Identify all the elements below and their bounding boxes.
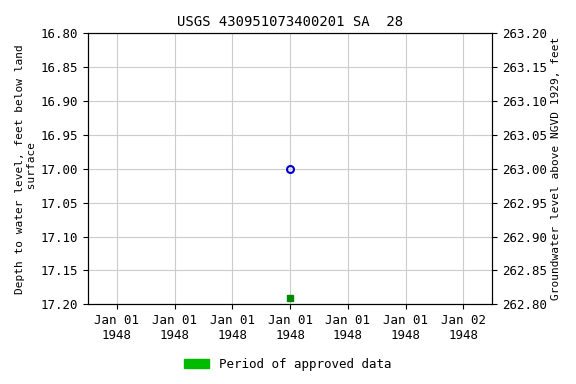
Y-axis label: Groundwater level above NGVD 1929, feet: Groundwater level above NGVD 1929, feet bbox=[551, 37, 561, 300]
Legend: Period of approved data: Period of approved data bbox=[179, 353, 397, 376]
Y-axis label: Depth to water level, feet below land
 surface: Depth to water level, feet below land su… bbox=[15, 44, 37, 293]
Title: USGS 430951073400201 SA  28: USGS 430951073400201 SA 28 bbox=[177, 15, 403, 29]
